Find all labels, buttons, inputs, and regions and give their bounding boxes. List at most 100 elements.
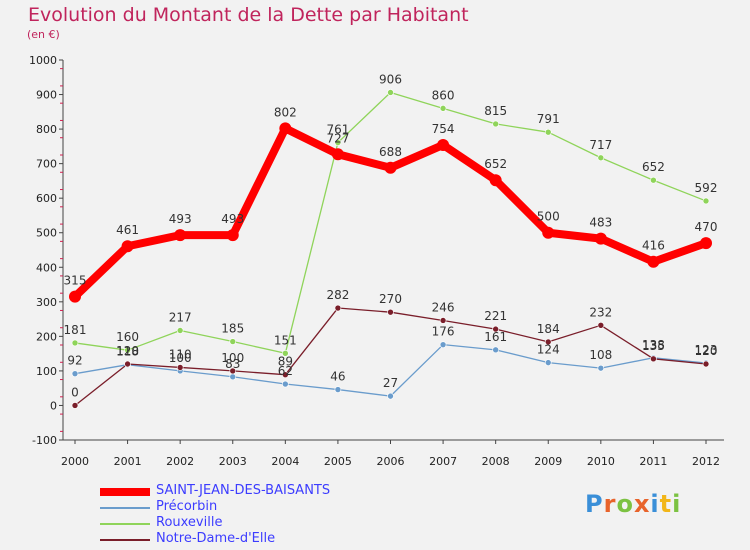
- data-label: 416: [642, 239, 665, 253]
- data-point: [229, 367, 237, 375]
- x-tick-label: 2004: [271, 455, 299, 468]
- data-label: 123: [695, 343, 718, 357]
- y-tick-label: -100: [32, 434, 57, 447]
- data-point: [439, 105, 447, 112]
- data-label: 138: [642, 338, 665, 352]
- data-point: [279, 122, 292, 135]
- y-tick-label: 700: [36, 158, 57, 171]
- data-point: [71, 402, 79, 409]
- data-point: [647, 255, 660, 268]
- data-label: 185: [221, 322, 244, 336]
- data-label: 461: [116, 223, 139, 237]
- data-label: 802: [274, 105, 297, 119]
- logo-letter: o: [616, 490, 634, 518]
- data-point: [71, 370, 79, 377]
- chart-axes: -100010020030040050060070080090010002000…: [29, 54, 724, 468]
- data-label: 815: [484, 104, 507, 118]
- data-point: [542, 226, 555, 239]
- data-point: [282, 349, 289, 357]
- data-point: [176, 364, 184, 371]
- x-tick-label: 2001: [114, 455, 142, 468]
- data-point: [334, 139, 342, 146]
- data-point: [492, 346, 499, 354]
- y-tick-label: 100: [36, 365, 57, 378]
- logo-letter: t: [659, 490, 673, 518]
- data-label: 181: [64, 323, 87, 337]
- legend-swatch: [100, 488, 150, 496]
- data-label: 270: [379, 292, 402, 306]
- x-tick-label: 2011: [639, 455, 667, 468]
- data-point: [334, 386, 342, 393]
- data-label: 221: [484, 309, 507, 323]
- data-point: [124, 346, 131, 354]
- data-label: 176: [432, 325, 455, 339]
- data-label: 120: [695, 344, 718, 358]
- data-point: [437, 138, 450, 151]
- data-point: [492, 120, 499, 128]
- data-label: 83: [225, 357, 240, 371]
- data-point: [650, 176, 657, 184]
- data-point: [176, 327, 184, 334]
- data-point: [334, 304, 342, 312]
- data-label: 652: [484, 157, 507, 171]
- data-label: 754: [432, 122, 455, 136]
- y-tick-label: 200: [36, 330, 57, 343]
- legend-label: Rouxeville: [156, 515, 223, 530]
- chart-series: [69, 89, 712, 409]
- data-point: [229, 338, 237, 345]
- data-point: [439, 341, 447, 348]
- logo-letter: P: [585, 490, 604, 518]
- data-label: 100: [169, 351, 192, 365]
- data-point: [544, 128, 552, 136]
- logo-letter: i: [672, 490, 682, 518]
- data-point: [226, 229, 239, 242]
- y-tick-label: 1000: [29, 54, 57, 67]
- data-point: [544, 359, 552, 366]
- data-point: [387, 392, 394, 400]
- legend-swatch: [100, 507, 150, 509]
- data-point: [387, 89, 394, 96]
- data-point: [594, 232, 607, 245]
- data-label: 493: [169, 212, 192, 226]
- y-tick-label: 800: [36, 123, 57, 136]
- y-tick-label: 500: [36, 227, 57, 240]
- legend-label: Notre-Dame-d'Elle: [156, 531, 276, 546]
- data-label: 135: [642, 339, 665, 353]
- x-tick-label: 2005: [324, 455, 352, 468]
- data-label: 62: [278, 364, 293, 378]
- data-point: [331, 148, 344, 161]
- data-label: 688: [379, 145, 402, 159]
- y-tick-label: 600: [36, 192, 57, 205]
- chart-subtitle: (en €): [27, 28, 60, 41]
- y-tick-label: 0: [50, 399, 57, 412]
- data-point: [174, 229, 187, 242]
- data-label: 160: [116, 330, 139, 344]
- chart-title: Evolution du Montant de la Dette par Hab…: [28, 4, 469, 26]
- data-label: 184: [537, 322, 560, 336]
- x-tick-label: 2002: [166, 455, 194, 468]
- line-chart: -100010020030040050060070080090010002000…: [29, 54, 724, 468]
- data-label: 906: [379, 72, 402, 86]
- legend-label: Précorbin: [156, 499, 218, 514]
- data-point: [650, 355, 657, 363]
- data-label: 232: [589, 305, 612, 319]
- data-label: 493: [221, 212, 244, 226]
- data-point: [544, 338, 552, 346]
- logo-letter: r: [603, 490, 617, 518]
- x-tick-label: 2010: [587, 455, 615, 468]
- data-point: [387, 308, 394, 316]
- logo-letter: i: [650, 490, 660, 518]
- data-label: 92: [67, 354, 82, 368]
- data-label: 110: [169, 347, 192, 361]
- x-tick-label: 2009: [534, 455, 562, 468]
- data-label: 246: [432, 300, 455, 314]
- data-label: 161: [484, 330, 507, 344]
- data-label: 761: [326, 123, 349, 137]
- legend-swatch: [100, 523, 150, 525]
- data-point: [597, 364, 605, 372]
- x-tick-label: 2003: [219, 455, 247, 468]
- data-point: [282, 380, 289, 388]
- x-tick-label: 2012: [692, 455, 720, 468]
- x-tick-label: 2008: [482, 455, 510, 468]
